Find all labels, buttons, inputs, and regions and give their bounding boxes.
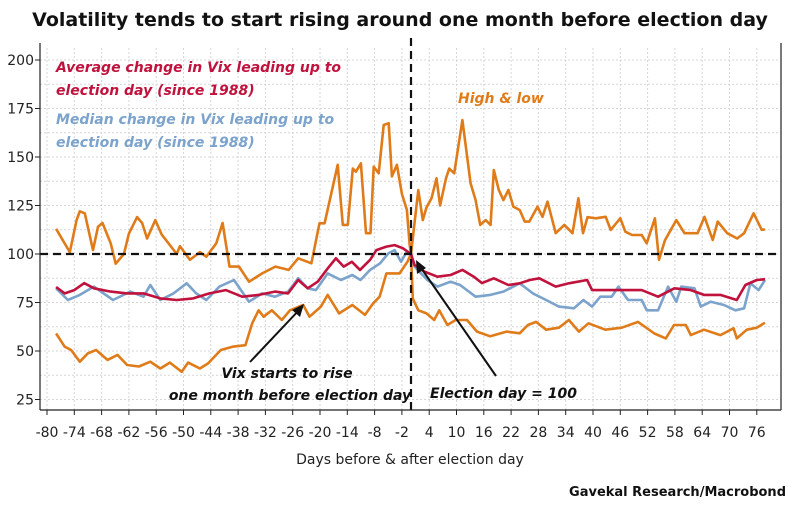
x-tick-label: -2 bbox=[395, 425, 409, 441]
x-tick-label: -8 bbox=[368, 425, 382, 441]
legend-median-line2: election day (since 1988) bbox=[56, 135, 255, 151]
x-tick-label: -68 bbox=[90, 425, 113, 441]
legend-high-low: High & low bbox=[458, 91, 544, 107]
y-tick-label: 75 bbox=[16, 296, 34, 312]
x-tick-label: 52 bbox=[639, 425, 657, 441]
annotation-election-arrow bbox=[418, 264, 497, 377]
legend-average-line1: Average change in Vix leading up to bbox=[55, 60, 341, 76]
x-tick-label: 4 bbox=[425, 425, 434, 441]
x-tick-label: -26 bbox=[281, 425, 304, 441]
annotation-election-arrowhead bbox=[416, 260, 426, 274]
x-tick-label: 34 bbox=[557, 425, 575, 441]
x-axis-label: Days before & after election day bbox=[296, 452, 524, 468]
legend-average-line2: election day (since 1988) bbox=[56, 83, 255, 99]
annotation-election: Election day = 100 bbox=[416, 260, 577, 402]
x-tick-label: -14 bbox=[336, 425, 359, 441]
x-tick-label: -62 bbox=[117, 425, 140, 441]
annotation-rise-line2: one month before election day bbox=[169, 388, 412, 404]
annotation-rise-arrow bbox=[249, 307, 302, 363]
x-tick-label: -80 bbox=[36, 425, 59, 441]
legend-median-line1: Median change in Vix leading up to bbox=[56, 112, 335, 128]
series-line-high bbox=[54, 118, 766, 283]
y-tick-label: 100 bbox=[7, 247, 34, 263]
annotation-rise-arrowhead bbox=[292, 304, 304, 317]
series-line-average bbox=[55, 243, 766, 302]
x-tick-label: 22 bbox=[502, 425, 520, 441]
x-tick-label: -56 bbox=[145, 425, 168, 441]
x-tick-label: 28 bbox=[529, 425, 547, 441]
x-tick-label: -20 bbox=[309, 425, 332, 441]
y-tick-label: 175 bbox=[7, 102, 34, 118]
x-tick-label: -44 bbox=[199, 425, 222, 441]
x-tick-label: 58 bbox=[666, 425, 684, 441]
annotation-election-text: Election day = 100 bbox=[430, 386, 577, 402]
x-tick-label: 76 bbox=[748, 425, 766, 441]
series-line-low bbox=[55, 252, 766, 374]
y-tick-label: 125 bbox=[7, 199, 34, 215]
x-tick-label: 70 bbox=[721, 425, 739, 441]
y-tick-label: 50 bbox=[16, 344, 34, 360]
source-label: Gavekal Research/Macrobond bbox=[569, 485, 786, 500]
axes: -80 -74 -68 -62 -56 -50 -44 -38 -32 -26 -20 -14 -8 -2… bbox=[7, 43, 782, 441]
y-tick-label: 25 bbox=[16, 393, 34, 409]
x-tick-label: 64 bbox=[693, 425, 711, 441]
x-tick-label: 10 bbox=[448, 425, 466, 441]
annotation-rise: Vix starts to rise one month before elec… bbox=[169, 304, 412, 404]
annotation-rise-line1: Vix starts to rise bbox=[221, 366, 352, 382]
x-tick-label: -74 bbox=[63, 425, 86, 441]
x-tick-label: 16 bbox=[475, 425, 493, 441]
x-tick-label: 46 bbox=[611, 425, 629, 441]
x-tick-label: -32 bbox=[254, 425, 277, 441]
y-tick-label: 150 bbox=[7, 150, 34, 166]
series-lines bbox=[40, 38, 781, 410]
x-tick-label: -38 bbox=[227, 425, 250, 441]
x-tick-label: -50 bbox=[172, 425, 195, 441]
grid bbox=[40, 48, 781, 410]
y-tick-label: 200 bbox=[7, 53, 34, 69]
x-tick-label: 40 bbox=[584, 425, 602, 441]
chart-title: Volatility tends to start rising around … bbox=[32, 9, 768, 31]
